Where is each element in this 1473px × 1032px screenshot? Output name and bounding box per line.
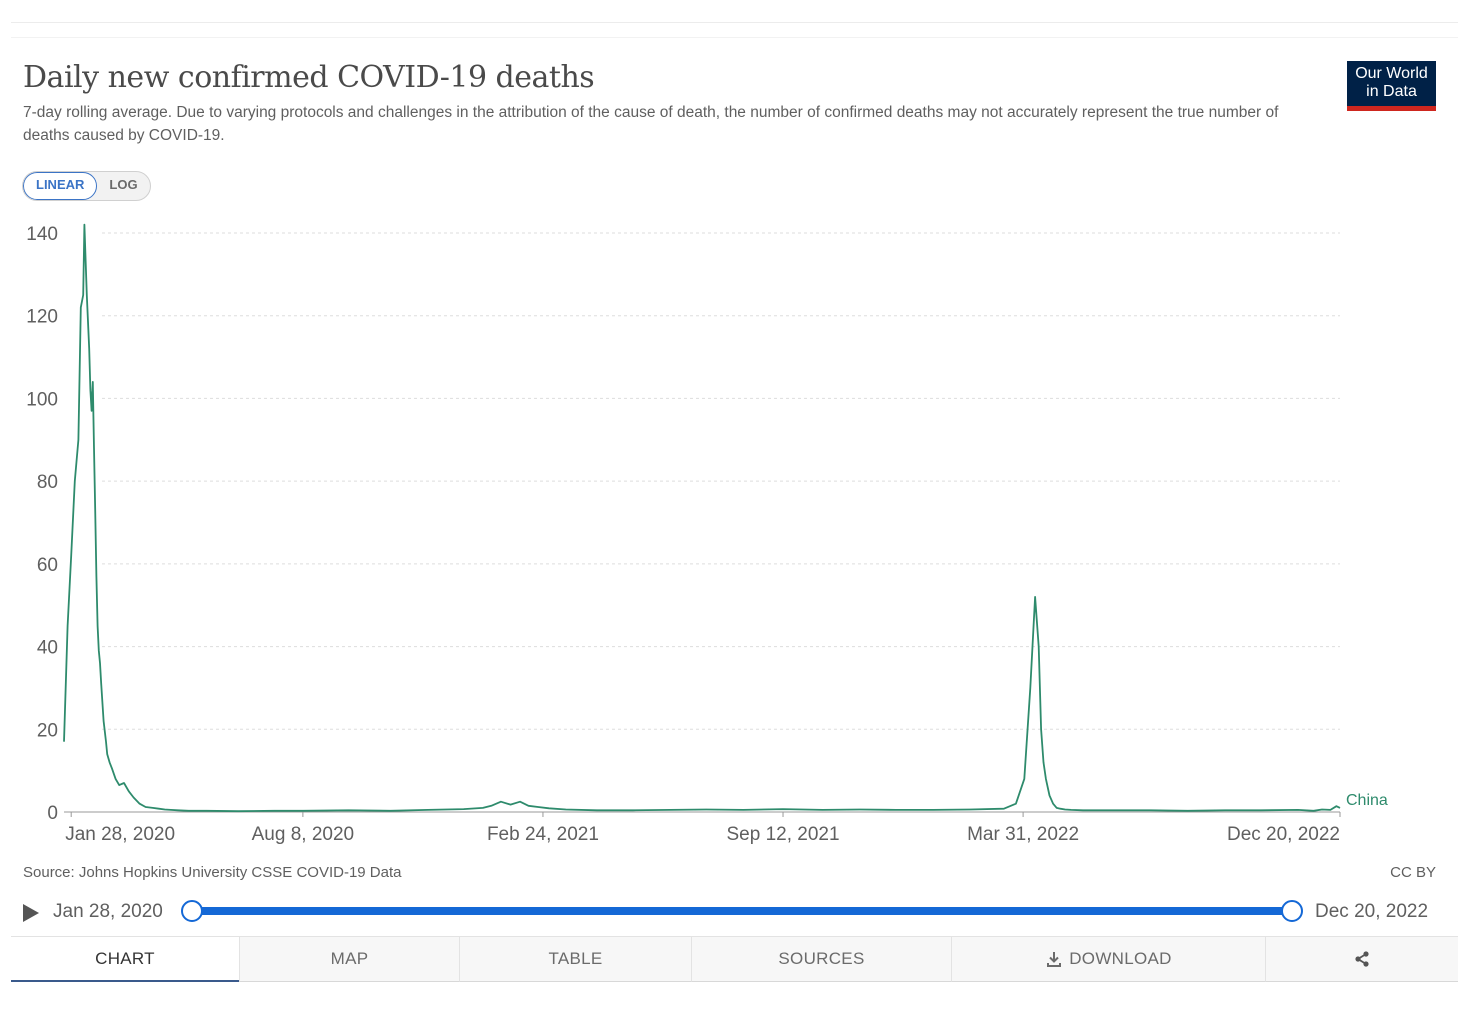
y-tick-label: 0 [47, 803, 58, 824]
logo-line-1: Our World [1355, 65, 1428, 82]
y-tick-label: 60 [37, 555, 58, 576]
timeline-start-handle[interactable] [181, 900, 203, 922]
timeline-track[interactable] [191, 907, 1291, 915]
chart-title: Daily new confirmed COVID-19 deaths [23, 60, 595, 95]
y-tick-label: 140 [26, 224, 58, 245]
line-chart: 0 20 40 60 80 100 120 140 Jan 28, 2020 Aug 8, 20… [26, 223, 1388, 845]
frame-divider [11, 37, 1458, 38]
tab-share[interactable] [1265, 937, 1458, 982]
tab-chart[interactable]: CHART [11, 937, 239, 982]
series-label-china: China [1346, 792, 1388, 809]
y-tick-label: 40 [37, 638, 58, 659]
tab-bar: CHART MAP TABLE SOURCES DOWNLOAD [11, 936, 1458, 983]
timeline-start-label: Jan 28, 2020 [53, 901, 163, 922]
play-icon[interactable] [23, 904, 39, 922]
source-note[interactable]: Source: Johns Hopkins University CSSE CO… [23, 864, 402, 881]
series-group: China [63, 223, 1388, 813]
download-icon [1047, 952, 1062, 967]
timeline-end-handle[interactable] [1281, 900, 1303, 922]
y-tick-label: 120 [26, 307, 58, 328]
x-tick-label: Aug 8, 2020 [252, 824, 354, 845]
timeline-end-label: Dec 20, 2022 [1315, 901, 1429, 922]
download-label: DOWNLOAD [1069, 949, 1172, 968]
license-link[interactable]: CC BY [1390, 864, 1436, 881]
y-axis-ticks: 0 20 40 60 80 100 120 140 [26, 224, 58, 824]
linear-scale-button[interactable]: LINEAR [23, 172, 98, 200]
x-axis: Jan 28, 2020 Aug 8, 2020 Feb 24, 2021 Sep 1… [64, 811, 1341, 845]
y-tick-label: 80 [37, 472, 58, 493]
log-scale-button[interactable]: LOG [109, 177, 138, 192]
logo-line-2: in Data [1366, 83, 1417, 100]
tab-table[interactable]: TABLE [459, 937, 691, 982]
share-icon [1355, 951, 1369, 967]
x-tick-label: Feb 24, 2021 [487, 824, 599, 845]
timeline: Jan 28, 2020 Dec 20, 2022 [20, 897, 1440, 927]
scale-toggle: LINEAR LOG [22, 171, 151, 201]
tab-sources[interactable]: SOURCES [691, 937, 951, 982]
gridlines [102, 232, 1340, 730]
tab-download[interactable]: DOWNLOAD [951, 937, 1265, 982]
x-tick-label: Dec 20, 2022 [1227, 824, 1340, 845]
x-tick-label: Mar 31, 2022 [967, 824, 1079, 845]
y-tick-label: 20 [37, 720, 58, 741]
tab-map[interactable]: MAP [239, 937, 459, 982]
owid-logo[interactable]: Our World in Data [1347, 61, 1436, 111]
chart-frame [11, 22, 1458, 985]
x-tick-label: Jan 28, 2020 [65, 824, 175, 845]
series-line-china [63, 223, 1341, 813]
chart-subtitle: 7-day rolling average. Due to varying pr… [23, 104, 1279, 144]
y-tick-label: 100 [26, 389, 58, 410]
x-tick-label: Sep 12, 2021 [727, 824, 840, 845]
